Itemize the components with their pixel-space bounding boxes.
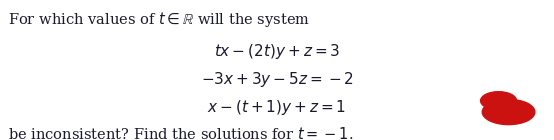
Ellipse shape: [481, 92, 517, 110]
Ellipse shape: [482, 99, 535, 125]
Text: $-3x+3y-5z=-2$: $-3x+3y-5z=-2$: [201, 70, 353, 89]
Text: For which values of $t \in \mathbb{R}$ will the system: For which values of $t \in \mathbb{R}$ w…: [8, 10, 310, 29]
Text: $tx-(2t)y+z=3$: $tx-(2t)y+z=3$: [214, 42, 340, 61]
Text: be inconsistent? Find the solutions for $t=-1$.: be inconsistent? Find the solutions for …: [8, 126, 354, 140]
Text: $x-(t+1)y+z=1$: $x-(t+1)y+z=1$: [207, 98, 347, 117]
